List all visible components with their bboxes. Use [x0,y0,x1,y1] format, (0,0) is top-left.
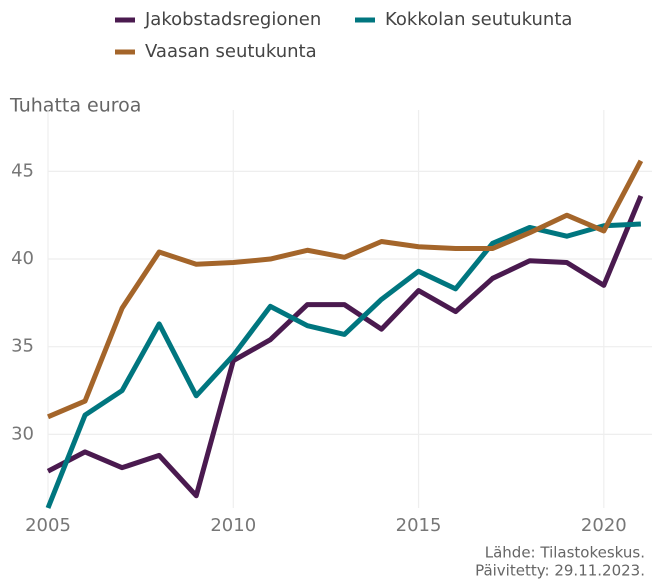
x-tick-label: 2005 [25,515,71,536]
y-tick-label: 30 [11,423,34,444]
y-axis-label: Tuhatta euroa [9,95,141,117]
x-tick-label: 2020 [581,515,627,536]
updated: Päivitetty: 29.11.2023. [475,562,645,580]
source: Lähde: Tilastokeskus. [485,544,645,562]
legend-label: Vaasan seutukunta [145,41,317,62]
legend-label: Kokkolan seutukunta [385,9,572,30]
line [47,159,644,420]
legend-label: Jakobstadsregionen [144,9,321,30]
x-tick-label: 2010 [210,515,256,536]
y-tick-label: 40 [11,248,34,269]
y-tick-label: 45 [11,160,34,181]
line [45,221,642,509]
line [46,194,644,499]
y-tick-label: 35 [11,336,34,357]
x-tick-label: 2015 [396,515,442,536]
